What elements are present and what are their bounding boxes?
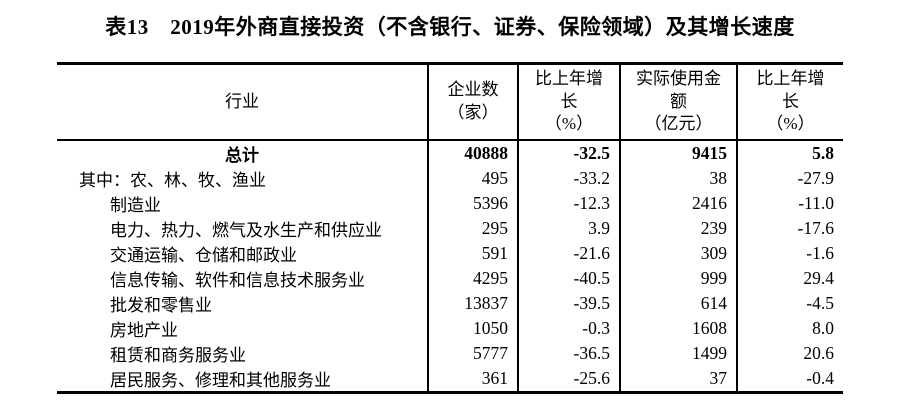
- table-row: 电力、热力、燃气及水生产和供应业 295 3.9 239 -17.6: [57, 215, 843, 241]
- amount-used-cell: 37: [619, 365, 737, 392]
- amount-used-cell: 614: [619, 290, 737, 316]
- amount-growth-cell: -1.6: [736, 240, 843, 266]
- column-header-enterprise-count: 企业数 （家）: [427, 63, 518, 141]
- table-header: 行业 企业数 （家） 比上年增 长 （%） 实际使用金 额 （亿元） 比上年增 …: [57, 63, 843, 141]
- table-row: 其中：农、林、牧、渔业 495 -33.2 38 -27.9: [57, 165, 843, 191]
- enterprise-count-cell: 361: [427, 365, 518, 392]
- amount-growth-cell: -17.6: [736, 215, 843, 241]
- table-row: 房地产业 1050 -0.3 1608 8.0: [57, 315, 843, 341]
- table-body: 总计 40888 -32.5 9415 5.8 其中：农、林、牧、渔业 495 …: [57, 139, 843, 392]
- industry-cell: 总计: [225, 145, 259, 165]
- count-growth-cell: -32.5: [517, 139, 620, 166]
- amount-used-cell: 9415: [619, 139, 737, 166]
- table-row: 批发和零售业 13837 -39.5 614 -4.5: [57, 290, 843, 316]
- table-row: 信息传输、软件和信息技术服务业 4295 -40.5 999 29.4: [57, 265, 843, 291]
- enterprise-count-cell: 40888: [427, 139, 518, 166]
- industry-cell: 电力、热力、燃气及水生产和供应业: [110, 220, 382, 240]
- table-row: 制造业 5396 -12.3 2416 -11.0: [57, 190, 843, 216]
- industry-cell: 居民服务、修理和其他服务业: [110, 370, 331, 390]
- amount-used-cell: 1608: [619, 315, 737, 341]
- count-growth-cell: -39.5: [517, 290, 620, 316]
- enterprise-count-cell: 5777: [427, 340, 518, 366]
- enterprise-count-cell: 13837: [427, 290, 518, 316]
- amount-growth-cell: 29.4: [736, 265, 843, 291]
- header-row: 行业 企业数 （家） 比上年增 长 （%） 实际使用金 额 （亿元） 比上年增 …: [57, 63, 843, 141]
- amount-used-cell: 999: [619, 265, 737, 291]
- count-growth-cell: -0.3: [517, 315, 620, 341]
- count-growth-cell: 3.9: [517, 215, 620, 241]
- table-row: 租赁和商务服务业 5777 -36.5 1499 20.6: [57, 340, 843, 366]
- amount-growth-cell: -27.9: [736, 165, 843, 191]
- industry-cell: 批发和零售业: [110, 295, 212, 315]
- table-row: 居民服务、修理和其他服务业 361 -25.6 37 -0.4: [57, 365, 843, 392]
- enterprise-count-cell: 5396: [427, 190, 518, 216]
- industry-cell: 信息传输、软件和信息技术服务业: [110, 270, 365, 290]
- amount-used-cell: 38: [619, 165, 737, 191]
- table-row: 交通运输、仓储和邮政业 591 -21.6 309 -1.6: [57, 240, 843, 266]
- industry-cell: 房地产业: [110, 320, 178, 340]
- amount-growth-cell: 20.6: [736, 340, 843, 366]
- column-header-count-growth: 比上年增 长 （%）: [517, 63, 620, 141]
- count-growth-cell: -36.5: [517, 340, 620, 366]
- industry-cell: 其中：农、林、牧、渔业: [79, 170, 266, 190]
- count-growth-cell: -21.6: [517, 240, 620, 266]
- count-growth-cell: -40.5: [517, 265, 620, 291]
- enterprise-count-cell: 295: [427, 215, 518, 241]
- amount-used-cell: 239: [619, 215, 737, 241]
- amount-growth-cell: -11.0: [736, 190, 843, 216]
- industry-cell: 交通运输、仓储和邮政业: [110, 245, 297, 265]
- count-growth-cell: -12.3: [517, 190, 620, 216]
- enterprise-count-cell: 4295: [427, 265, 518, 291]
- industry-cell: 租赁和商务服务业: [110, 345, 246, 365]
- column-header-industry: 行业: [57, 63, 428, 141]
- amount-used-cell: 309: [619, 240, 737, 266]
- enterprise-count-cell: 591: [427, 240, 518, 266]
- fdi-statistics-table: 行业 企业数 （家） 比上年增 长 （%） 实际使用金 额 （亿元） 比上年增 …: [57, 62, 843, 394]
- amount-growth-cell: -4.5: [736, 290, 843, 316]
- count-growth-cell: -25.6: [517, 365, 620, 392]
- count-growth-cell: -33.2: [517, 165, 620, 191]
- table-row: 总计 40888 -32.5 9415 5.8: [57, 139, 843, 166]
- column-header-amount-growth: 比上年增 长 （%）: [736, 63, 843, 141]
- amount-growth-cell: 5.8: [736, 139, 843, 166]
- column-header-amount-used: 实际使用金 额 （亿元）: [619, 63, 737, 141]
- industry-cell: 制造业: [110, 195, 161, 215]
- amount-used-cell: 2416: [619, 190, 737, 216]
- amount-growth-cell: 8.0: [736, 315, 843, 341]
- table-title: 表13 2019年外商直接投资（不含银行、证券、保险领域）及其增长速度: [105, 15, 795, 39]
- enterprise-count-cell: 1050: [427, 315, 518, 341]
- enterprise-count-cell: 495: [427, 165, 518, 191]
- amount-used-cell: 1499: [619, 340, 737, 366]
- amount-growth-cell: -0.4: [736, 365, 843, 392]
